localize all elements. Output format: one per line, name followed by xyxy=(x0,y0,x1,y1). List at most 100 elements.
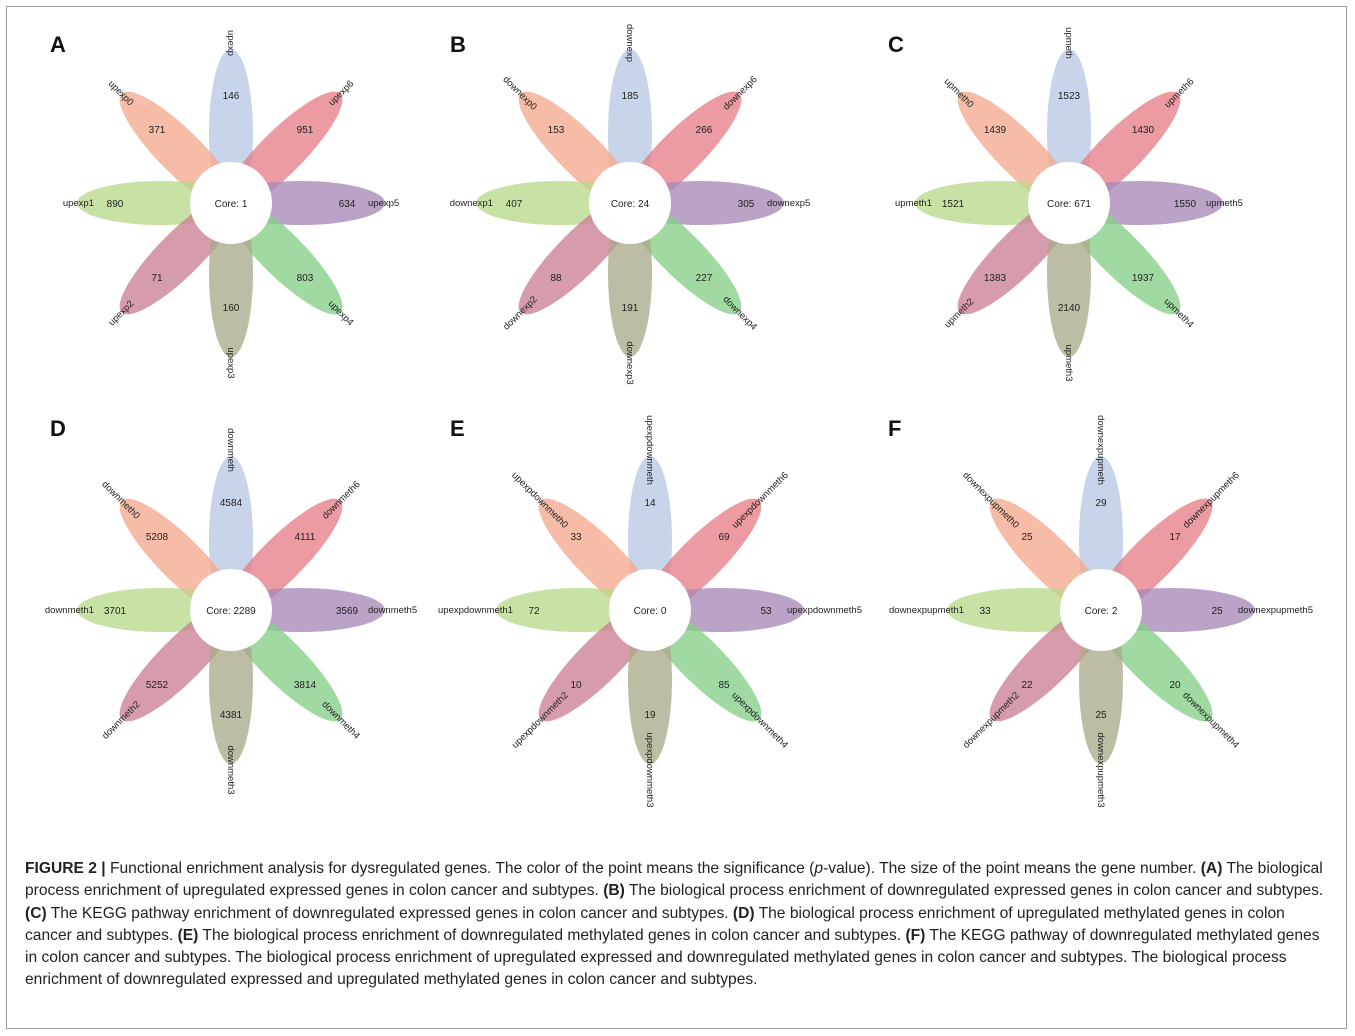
panel-letter-a: A xyxy=(50,32,66,57)
petal-count-top-right: 69 xyxy=(718,532,730,543)
core-label: Core: 2 xyxy=(1085,606,1118,617)
set-label-bottom: upexpdownmeth3 xyxy=(644,733,655,808)
caption-label-e: (E) xyxy=(177,926,199,944)
set-label-bottom-left: upexpdownmeth2 xyxy=(510,690,571,751)
core-circle xyxy=(589,162,671,244)
set-label-left: upmeth1 xyxy=(895,198,932,209)
caption-text-f: The KEGG pathway of downregulated methyl… xyxy=(25,926,1320,989)
flower-panel-c: C Core: 671 1523 1439 1430 1521 1550 1383 1937 21… xyxy=(888,27,1243,381)
set-label-bottom: downmeth3 xyxy=(225,745,236,794)
petal-count-left: 3701 xyxy=(104,606,127,617)
petal-count-left: 72 xyxy=(528,606,540,617)
core-label: Core: 2289 xyxy=(206,606,256,617)
petal-count-left: 890 xyxy=(107,199,124,210)
petal-count-bottom-right: 803 xyxy=(297,273,314,284)
petal-count-bottom-left: 88 xyxy=(550,273,562,284)
core-label: Core: 671 xyxy=(1047,199,1091,210)
panel-letter-c: C xyxy=(888,32,904,57)
caption-label-d: (D) xyxy=(732,904,755,922)
caption-intro: Functional enrichment analysis for dysre… xyxy=(105,860,815,877)
flower-diagram-figure: A Core: 1 146 371 951 890 634 71 803 160 upexp upex… xyxy=(45,24,1313,808)
petal-count-bottom-right: 20 xyxy=(1169,680,1181,691)
core-label: Core: 1 xyxy=(215,199,248,210)
caption-label-c: (C) xyxy=(25,904,47,922)
petal-count-bottom-left: 71 xyxy=(151,273,163,284)
flower-panel-e: E Core: 0 14 33 69 72 53 10 85 19 upexpdownmeth upe… xyxy=(438,415,862,807)
petal-count-top-left: 25 xyxy=(1021,532,1033,543)
petal-count-bottom-left: 1383 xyxy=(984,273,1007,284)
petal-count-bottom: 160 xyxy=(223,303,240,314)
petal-count-bottom-left: 10 xyxy=(570,680,582,691)
panel-letter-b: B xyxy=(450,32,466,57)
set-label-right: upexp5 xyxy=(368,198,399,209)
set-label-top-right: upexpdownmeth6 xyxy=(730,470,791,531)
core-circle xyxy=(609,569,691,651)
set-label-left: upexp1 xyxy=(63,198,94,209)
petal-count-bottom: 4381 xyxy=(220,710,243,721)
set-label-bottom-right: downexpupmeth4 xyxy=(1180,690,1241,751)
petal-count-right: 305 xyxy=(738,199,755,210)
set-label-left: upexpdownmeth1 xyxy=(438,605,513,616)
core-circle xyxy=(190,162,272,244)
petal-count-top-left: 371 xyxy=(149,125,166,136)
core-label: Core: 0 xyxy=(634,606,667,617)
caption-label-f: (F) xyxy=(905,926,926,944)
petal-count-top: 1523 xyxy=(1058,91,1081,102)
core-circle xyxy=(1028,162,1110,244)
caption-text-b: The biological process enrichment of dow… xyxy=(624,882,1324,900)
petal-count-bottom-right: 85 xyxy=(718,680,730,691)
petal-count-top: 14 xyxy=(644,498,656,509)
petal-count-top: 4584 xyxy=(220,498,243,509)
core-label: Core: 24 xyxy=(611,199,650,210)
set-label-top-left: upexpdownmeth0 xyxy=(509,470,570,531)
set-label-right: upmeth5 xyxy=(1206,198,1243,209)
set-label-right: downexpupmeth5 xyxy=(1238,605,1313,616)
core-circle xyxy=(190,569,272,651)
set-label-bottom: downexpupmeth3 xyxy=(1095,733,1106,808)
set-label-right: downexp5 xyxy=(767,198,810,209)
caption-text-e: The biological process enrichment of dow… xyxy=(198,926,906,944)
figure-caption: FIGURE 2 | Functional enrichment analysi… xyxy=(25,858,1330,992)
petal-count-left: 407 xyxy=(506,199,523,210)
petal-count-top-left: 153 xyxy=(548,125,565,136)
petal-count-top-right: 1430 xyxy=(1132,125,1155,136)
set-label-left: downexp1 xyxy=(450,198,493,209)
set-label-left: downexpupmeth1 xyxy=(889,605,964,616)
set-label-top: downexp xyxy=(624,24,635,62)
caption-p-symbol: p xyxy=(814,860,824,877)
set-label-top: upexpdownmeth xyxy=(644,415,655,485)
caption-figure-label: FIGURE 2 | xyxy=(25,860,106,877)
petal-count-top-right: 4111 xyxy=(295,532,316,543)
caption-text-d: The biological process enrichment of upr… xyxy=(25,904,1285,944)
petal-count-bottom: 19 xyxy=(644,710,656,721)
caption-text-c: The KEGG pathway enrichment of downregul… xyxy=(46,904,733,922)
panel-letter-d: D xyxy=(50,416,66,441)
petal-count-top-right: 951 xyxy=(297,125,314,136)
core-circle xyxy=(1060,569,1142,651)
set-label-bottom: upexp3 xyxy=(225,347,236,378)
petal-count-top-left: 33 xyxy=(570,532,582,543)
set-label-top-left: downexpupmeth0 xyxy=(960,470,1021,531)
caption-text-a: The biological process enrichment of upr… xyxy=(25,860,1323,900)
caption-label-b: (B) xyxy=(603,882,625,900)
petal-count-bottom-right: 3814 xyxy=(294,680,317,691)
set-label-top: upmeth xyxy=(1063,27,1074,59)
petal-count-bottom-right: 227 xyxy=(696,273,713,284)
set-label-right: downmeth5 xyxy=(368,605,417,616)
petal-count-right: 634 xyxy=(339,199,356,210)
panel-letter-e: E xyxy=(450,416,465,441)
petal-count-bottom: 2140 xyxy=(1058,303,1081,314)
set-label-top: downmeth xyxy=(225,428,236,472)
set-label-top: upexp xyxy=(225,30,236,56)
petal-count-bottom-left: 5252 xyxy=(146,680,169,691)
flower-panel-b: B Core: 24 185 153 266 407 305 88 227 191 downexp d… xyxy=(450,24,811,385)
set-label-top-right: downexpupmeth6 xyxy=(1181,470,1242,531)
caption-intro-after-p: -value). The size of the point means the… xyxy=(823,860,1201,877)
petal-count-top: 185 xyxy=(622,91,639,102)
petal-count-left: 33 xyxy=(979,606,991,617)
petal-count-right: 25 xyxy=(1211,606,1223,617)
set-label-bottom: downexp3 xyxy=(624,341,635,384)
figure-frame xyxy=(6,6,1347,1029)
flower-panel-d: D Core: 2289 4584 5208 4111 3701 3569 5252 3814 4… xyxy=(45,416,417,795)
flower-panel-a: A Core: 1 146 371 951 890 634 71 803 160 upexp upex… xyxy=(50,30,399,379)
